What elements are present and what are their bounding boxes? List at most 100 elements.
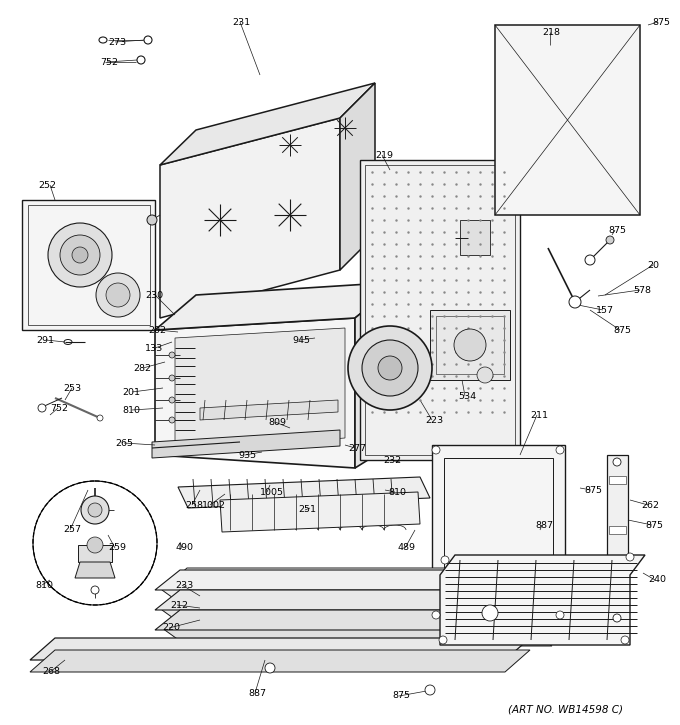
Polygon shape xyxy=(460,220,490,255)
Polygon shape xyxy=(355,282,400,468)
Circle shape xyxy=(60,235,100,275)
Text: 291: 291 xyxy=(36,336,54,344)
Bar xyxy=(280,205,300,225)
Circle shape xyxy=(81,496,109,524)
Text: 20: 20 xyxy=(647,260,659,270)
Text: 875: 875 xyxy=(392,692,410,700)
Text: 752: 752 xyxy=(100,57,118,67)
Polygon shape xyxy=(607,455,628,625)
Circle shape xyxy=(72,247,88,263)
Text: 935: 935 xyxy=(238,450,256,460)
Polygon shape xyxy=(22,200,155,330)
Circle shape xyxy=(556,611,564,619)
Circle shape xyxy=(626,553,634,561)
Polygon shape xyxy=(30,638,530,660)
Circle shape xyxy=(144,36,152,44)
Text: 273: 273 xyxy=(108,38,126,46)
Circle shape xyxy=(169,352,175,358)
Polygon shape xyxy=(155,610,540,630)
Circle shape xyxy=(378,356,402,380)
Bar xyxy=(210,210,230,230)
Circle shape xyxy=(96,273,140,317)
Text: 253: 253 xyxy=(63,384,81,392)
Polygon shape xyxy=(498,568,540,598)
Circle shape xyxy=(439,636,447,644)
Text: 268: 268 xyxy=(42,668,60,676)
Circle shape xyxy=(606,236,614,244)
Bar xyxy=(338,121,352,135)
Circle shape xyxy=(97,415,103,421)
Polygon shape xyxy=(432,445,565,622)
Circle shape xyxy=(432,446,440,454)
Text: 218: 218 xyxy=(542,28,560,36)
Text: 231: 231 xyxy=(232,17,250,27)
Circle shape xyxy=(556,446,564,454)
Polygon shape xyxy=(609,611,626,619)
Text: 211: 211 xyxy=(530,410,548,420)
Circle shape xyxy=(362,340,418,396)
Polygon shape xyxy=(609,476,626,484)
Polygon shape xyxy=(609,526,626,534)
Text: 212: 212 xyxy=(170,600,188,610)
Text: 201: 201 xyxy=(122,387,140,397)
Text: 1005: 1005 xyxy=(260,487,284,497)
Circle shape xyxy=(88,503,102,517)
Polygon shape xyxy=(162,568,552,608)
Circle shape xyxy=(147,215,157,225)
Text: 810: 810 xyxy=(35,581,53,589)
Circle shape xyxy=(265,663,275,673)
Text: 220: 220 xyxy=(162,624,180,632)
Polygon shape xyxy=(440,555,645,645)
Polygon shape xyxy=(30,650,530,672)
Polygon shape xyxy=(155,318,355,468)
Text: 262: 262 xyxy=(641,500,659,510)
Polygon shape xyxy=(178,477,430,508)
Circle shape xyxy=(87,537,103,553)
Text: 887: 887 xyxy=(535,521,553,529)
Circle shape xyxy=(48,223,112,287)
Text: 752: 752 xyxy=(50,404,68,413)
Text: 219: 219 xyxy=(375,151,393,160)
Text: 202: 202 xyxy=(148,326,166,334)
Circle shape xyxy=(425,685,435,695)
Text: 230: 230 xyxy=(145,291,163,299)
Circle shape xyxy=(169,397,175,403)
Text: 875: 875 xyxy=(584,486,602,494)
Text: 578: 578 xyxy=(633,286,651,294)
Circle shape xyxy=(569,296,581,308)
Circle shape xyxy=(621,636,629,644)
Text: 875: 875 xyxy=(652,17,670,27)
Polygon shape xyxy=(360,160,520,460)
Text: 1002: 1002 xyxy=(202,500,226,510)
Circle shape xyxy=(169,375,175,381)
Text: 233: 233 xyxy=(175,581,193,589)
Bar xyxy=(283,138,297,152)
Circle shape xyxy=(106,283,130,307)
Polygon shape xyxy=(78,545,112,562)
Circle shape xyxy=(585,255,595,265)
Circle shape xyxy=(348,326,432,410)
Text: 258: 258 xyxy=(185,500,203,510)
Text: 277: 277 xyxy=(348,444,366,452)
Text: 810: 810 xyxy=(388,487,406,497)
Circle shape xyxy=(91,586,99,594)
Polygon shape xyxy=(160,83,375,165)
Text: 257: 257 xyxy=(63,526,81,534)
Polygon shape xyxy=(430,310,510,380)
Polygon shape xyxy=(152,430,340,458)
Text: 240: 240 xyxy=(648,576,666,584)
Text: 490: 490 xyxy=(175,544,193,552)
Polygon shape xyxy=(155,570,540,590)
Text: 223: 223 xyxy=(425,415,443,425)
Polygon shape xyxy=(609,576,626,584)
Polygon shape xyxy=(75,562,115,578)
Circle shape xyxy=(169,417,175,423)
Text: 809: 809 xyxy=(268,418,286,426)
Polygon shape xyxy=(200,400,338,420)
Circle shape xyxy=(613,614,621,622)
Polygon shape xyxy=(160,118,340,318)
Text: 157: 157 xyxy=(596,305,614,315)
Text: 945: 945 xyxy=(292,336,310,344)
Text: 875: 875 xyxy=(613,326,631,334)
Polygon shape xyxy=(162,588,552,628)
